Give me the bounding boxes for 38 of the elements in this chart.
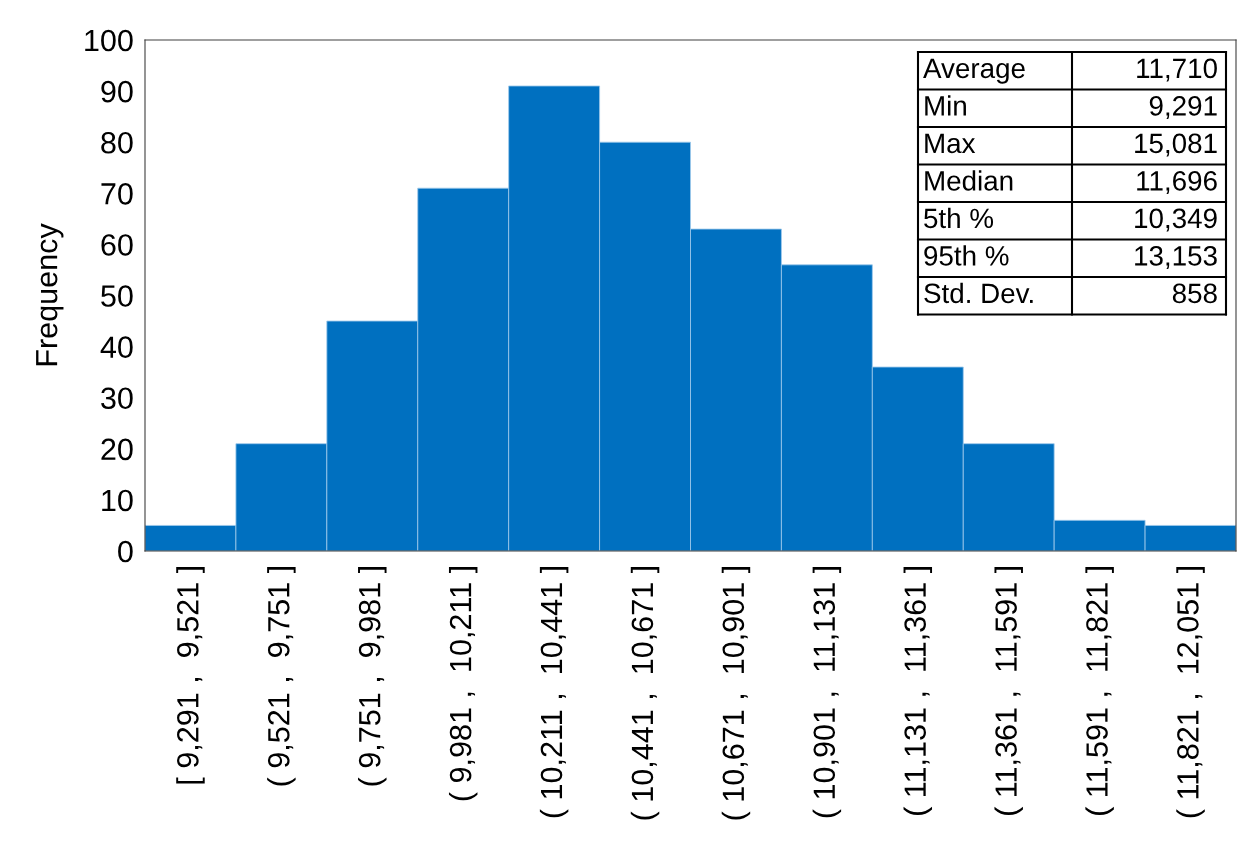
annotation: 95th % bbox=[924, 245, 1009, 266]
annotation: 15,081 bbox=[1135, 133, 1217, 157]
x-tick-label: ( 10,671 , 10,901 ] bbox=[721, 567, 751, 820]
y-tick-label: 10 bbox=[102, 489, 133, 512]
y-tick-label: 90 bbox=[101, 80, 133, 103]
annotation: 11,696 bbox=[1137, 171, 1217, 194]
y-tick-label: 60 bbox=[101, 234, 133, 256]
y-tick-label: 50 bbox=[101, 285, 133, 307]
x-tick-label: ( 10,901 , 11,131 ] bbox=[812, 567, 842, 818]
y-tick-label: 0 bbox=[118, 540, 133, 563]
annotation: 858 bbox=[1172, 283, 1217, 304]
x-tick-label: ( 9,521 , 9,751 ] bbox=[267, 567, 296, 786]
x-tick-label: ( 11,361 , 11,591 ] bbox=[994, 567, 1023, 815]
y-axis-title: Frequency bbox=[36, 223, 64, 366]
y-tick-label: 20 bbox=[101, 438, 133, 461]
annotation: Median bbox=[925, 170, 1013, 191]
x-tick-label: ( 11,821 , 12,051 ] bbox=[1176, 567, 1205, 818]
annotation: Std. Dev. bbox=[924, 282, 1033, 304]
y-tick-label: 40 bbox=[100, 336, 133, 358]
x-tick-label: [ 9,291 , 9,521 ] bbox=[176, 567, 205, 784]
annotation: 13,153 bbox=[1135, 246, 1217, 269]
annotation: 11,710 bbox=[1137, 58, 1217, 82]
x-tick-label: ( 10,211 , 10,441 ] bbox=[539, 567, 569, 818]
x-tick-label: ( 9,981 , 10,211 ] bbox=[448, 567, 478, 801]
x-tick-label: ( 10,441 , 10,671 ] bbox=[630, 567, 660, 820]
annotation: Min bbox=[925, 95, 966, 116]
annotation: Average bbox=[923, 58, 1025, 84]
annotation: Max bbox=[925, 133, 976, 154]
y-tick-label: 70 bbox=[101, 183, 133, 205]
annotation: 5th % bbox=[924, 207, 994, 229]
x-tick-label: ( 9,751 , 9,981 ] bbox=[358, 567, 387, 786]
x-tick-label: ( 11,591 , 11,821 ] bbox=[1085, 567, 1114, 815]
annotation: 9,291 bbox=[1149, 96, 1217, 119]
y-tick-label: 80 bbox=[101, 131, 133, 154]
y-tick-label: 30 bbox=[101, 387, 133, 410]
y-tick-label: 100 bbox=[85, 29, 133, 52]
x-tick-label: ( 11,131 , 11,361 ] bbox=[903, 567, 933, 815]
annotation: 10,349 bbox=[1135, 208, 1217, 232]
